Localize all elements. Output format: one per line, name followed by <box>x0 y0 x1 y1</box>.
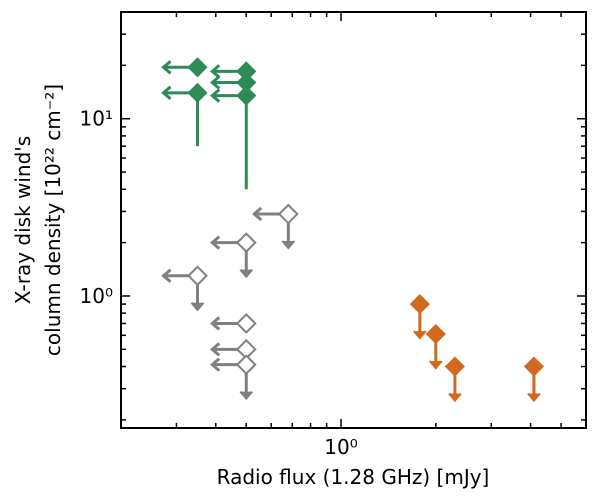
y-upper-limit-arrowhead <box>527 392 541 403</box>
x-upper-limit-arrowhead <box>209 75 221 90</box>
x-upper-limit-arrowhead <box>209 342 221 357</box>
y-upper-limit-arrowhead <box>239 268 254 279</box>
x-tick-label: 10⁰ <box>324 435 357 459</box>
filled-diamond-marker <box>187 57 208 78</box>
x-upper-limit-arrowhead <box>209 316 221 331</box>
x-upper-limit-arrowhead <box>161 85 172 100</box>
y-upper-limit-arrowhead <box>448 392 462 403</box>
y-upper-limit-arrowhead <box>281 240 296 250</box>
x-upper-limit-arrowhead <box>252 206 263 222</box>
open-diamond-marker <box>277 203 299 225</box>
y-upper-limit-arrowhead <box>413 330 427 340</box>
x-axis-label: Radio flux (1.28 GHz) [mJy] <box>217 465 490 489</box>
y-upper-limit-arrowhead <box>190 302 205 312</box>
minor-ticks <box>121 12 586 428</box>
x-upper-limit-arrowhead <box>161 268 172 283</box>
open-diamond-marker <box>235 313 257 334</box>
filled-diamond-marker <box>523 356 545 377</box>
filled-diamond-marker <box>444 356 465 377</box>
open-diamond-marker <box>235 354 257 376</box>
filled-diamond-marker <box>425 323 446 345</box>
x-upper-limit-arrowhead <box>209 64 221 79</box>
filled-diamond-marker <box>409 294 430 315</box>
x-upper-limit-arrowhead <box>209 235 221 250</box>
y-tick-label: 10⁰ <box>80 284 113 308</box>
data-marks <box>161 57 545 403</box>
y-axis-label-line1: X-ray disk wind's <box>11 136 35 304</box>
filled-diamond-marker <box>187 82 208 103</box>
y-tick-label: 10¹ <box>80 107 113 131</box>
y-upper-limit-arrowhead <box>239 390 254 401</box>
x-upper-limit-arrowhead <box>161 60 172 75</box>
x-upper-limit-arrowhead <box>209 357 221 372</box>
major-ticks: 10⁰ 10⁰ 10¹ <box>80 12 586 459</box>
y-upper-limit-arrowhead <box>429 360 443 370</box>
plot-frame <box>120 11 587 429</box>
x-upper-limit-arrowhead <box>209 88 221 103</box>
y-axis-label-line2: column density [10²² cm⁻²] <box>41 84 65 356</box>
filled-diamond-marker <box>236 85 257 106</box>
open-diamond-marker <box>235 232 257 254</box>
open-diamond-marker <box>187 265 208 287</box>
